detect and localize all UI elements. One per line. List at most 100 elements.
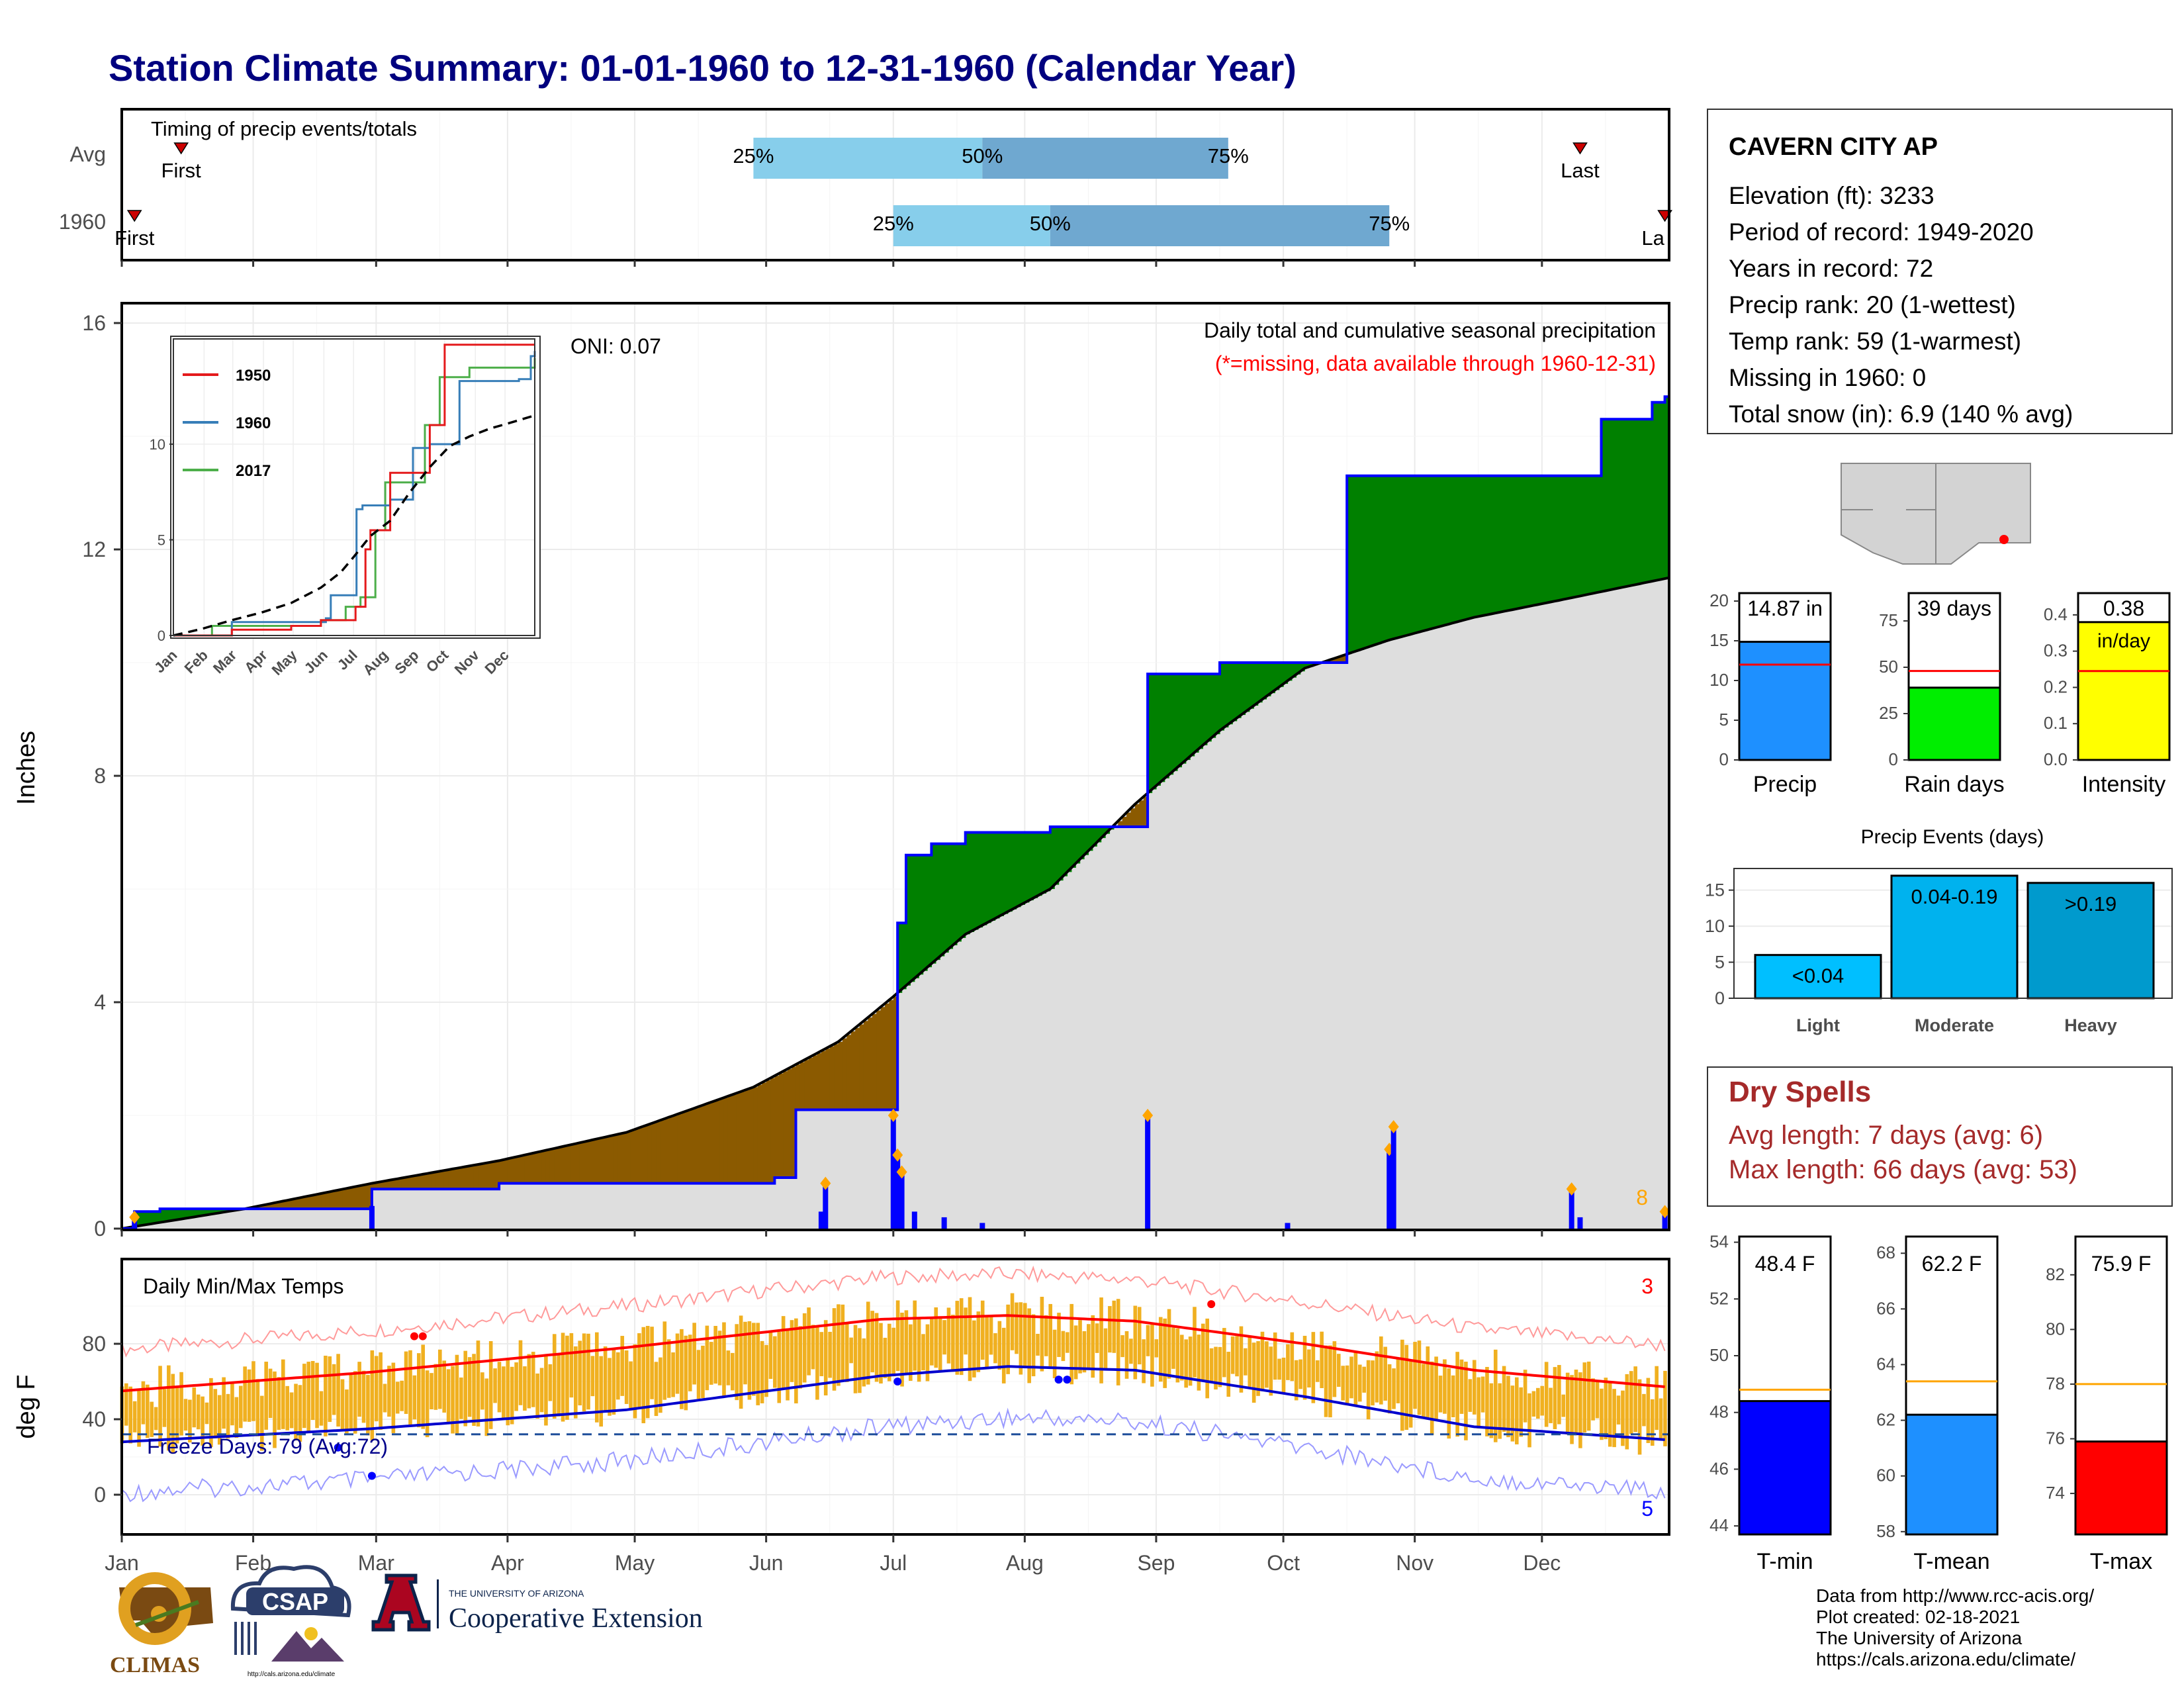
deficit-area-slice (711, 1102, 716, 1184)
deficit-area-slice (312, 1195, 318, 1209)
daily-temp-bar (841, 1304, 845, 1382)
daily-temp-bar (696, 1350, 701, 1399)
deficit-area-slice (813, 1055, 818, 1110)
daily-max-marker-icon (820, 1176, 831, 1190)
daily-temp-bar (1332, 1341, 1337, 1397)
daily-temp-bar (921, 1334, 925, 1371)
surplus-area-slice (982, 832, 987, 925)
temp-summary-label: T-mean (1913, 1549, 1989, 1574)
month-label: Apr (491, 1551, 524, 1575)
last-label: La (1641, 226, 1664, 250)
daily-temp-bar (573, 1346, 578, 1419)
daily-temp-bar (251, 1361, 255, 1421)
month-label: Feb (235, 1551, 271, 1575)
daily-temp-bar (1087, 1324, 1091, 1368)
deficit-area-slice (1118, 821, 1123, 827)
deficit-area-slice (698, 1106, 704, 1184)
surplus-area-slice (1148, 674, 1153, 794)
deficit-area-slice (706, 1103, 711, 1184)
summary-value: 14.87 in (1747, 596, 1823, 620)
timing-pct-label: 25% (873, 212, 914, 235)
deficit-area-slice (621, 1133, 627, 1184)
surplus-area-slice (1512, 475, 1518, 610)
surplus-area-slice (1372, 475, 1377, 646)
temp-summary-y-tick: 78 (2046, 1374, 2065, 1393)
daily-temp-bar (141, 1381, 146, 1425)
deficit-area-slice (355, 1186, 360, 1209)
summary-bar (1738, 641, 1832, 761)
surplus-area-slice (1440, 475, 1445, 627)
daily-temp-bar (1260, 1331, 1265, 1391)
record-low-marker-icon (1054, 1376, 1063, 1384)
daily-temp-bar (451, 1366, 455, 1434)
daily-temp-bar (862, 1338, 866, 1387)
dry-max-length: Max length: 66 days (avg: 53) (1729, 1155, 2077, 1184)
daily-temp-bar (828, 1331, 832, 1378)
temp-summary-y-tick: 64 (1876, 1354, 1895, 1374)
daily-temp-bar (713, 1326, 717, 1384)
deficit-area-slice (308, 1196, 313, 1209)
surplus-area-slice (1181, 674, 1187, 764)
surplus-area-slice (1525, 475, 1530, 608)
surplus-area-slice (1101, 826, 1106, 839)
daily-temp-bar (1498, 1383, 1502, 1439)
daily-temp-bar (1175, 1328, 1180, 1383)
freeze-days: Freeze Days: 79 (Avg:72) (147, 1434, 388, 1458)
daily-precip-bar (979, 1223, 985, 1229)
surplus-area-slice (1410, 475, 1416, 635)
surplus-area-slice (1474, 475, 1479, 618)
daily-temp-bar (1485, 1366, 1489, 1436)
deficit-area-slice (507, 1158, 512, 1184)
daily-temp-bar (1345, 1365, 1349, 1406)
deficit-area-slice (575, 1143, 580, 1184)
normal-min-line (121, 1365, 1665, 1444)
daily-temp-bar (739, 1315, 743, 1409)
daily-temp-bar (895, 1300, 900, 1372)
deficit-area-slice (452, 1168, 457, 1190)
daily-temp-bar (1659, 1398, 1663, 1439)
surplus-area-slice (1253, 663, 1259, 706)
deficit-area-slice (567, 1145, 572, 1184)
daily-temp-bar (1404, 1344, 1409, 1430)
deficit-area-slice (605, 1137, 610, 1184)
surplus-area-slice (1236, 663, 1242, 718)
summary-y-tick: 15 (1709, 630, 1729, 650)
last-label: Last (1561, 159, 1600, 182)
deficit-area-slice (461, 1167, 466, 1190)
daily-temp-bar (798, 1326, 803, 1389)
events-bar (1890, 874, 2019, 1000)
daily-temp-bar (484, 1378, 489, 1436)
daily-temp-bar (247, 1369, 251, 1422)
daily-temp-bar (1621, 1390, 1625, 1446)
deficit-area-slice (808, 1057, 813, 1110)
events-y-tick: 5 (1715, 953, 1725, 972)
deficit-area-slice (690, 1109, 695, 1184)
summary-y-tick: 0.0 (2044, 749, 2068, 769)
deficit-area-slice (418, 1175, 424, 1190)
daily-temp-bar (1044, 1315, 1048, 1356)
surplus-area-slice (172, 1209, 177, 1221)
ua-logo: THE UNIVERSITY OF ARIZONA Cooperative Ex… (371, 1573, 703, 1634)
daily-max-marker-icon (1659, 1205, 1670, 1219)
deficit-area-slice (635, 1129, 640, 1184)
daily-temp-bar (387, 1366, 391, 1417)
daily-temp-bar (1023, 1303, 1027, 1368)
surplus-area-slice (219, 1209, 224, 1213)
deficit-area-slice (647, 1125, 653, 1184)
daily-temp-bar (1031, 1314, 1036, 1377)
daily-temp-bar (1103, 1328, 1108, 1370)
inset-y-tick: 0 (158, 628, 165, 644)
daily-temp-bar (289, 1392, 294, 1429)
daily-temp-bar (1358, 1364, 1362, 1402)
surplus-area-slice (1185, 674, 1191, 761)
surplus-area-slice (1631, 419, 1636, 586)
deficit-area-slice (834, 1044, 839, 1110)
daily-temp-bar (446, 1369, 451, 1422)
daily-temp-bar (1510, 1385, 1515, 1442)
temp-summary-y-tick: 52 (1709, 1288, 1729, 1308)
deficit-area-slice (435, 1172, 441, 1190)
daily-temp-bar (1251, 1342, 1256, 1403)
daily-temp-bar (433, 1364, 438, 1410)
surplus-area-slice (1444, 475, 1449, 626)
deficit-area-slice (677, 1114, 682, 1184)
